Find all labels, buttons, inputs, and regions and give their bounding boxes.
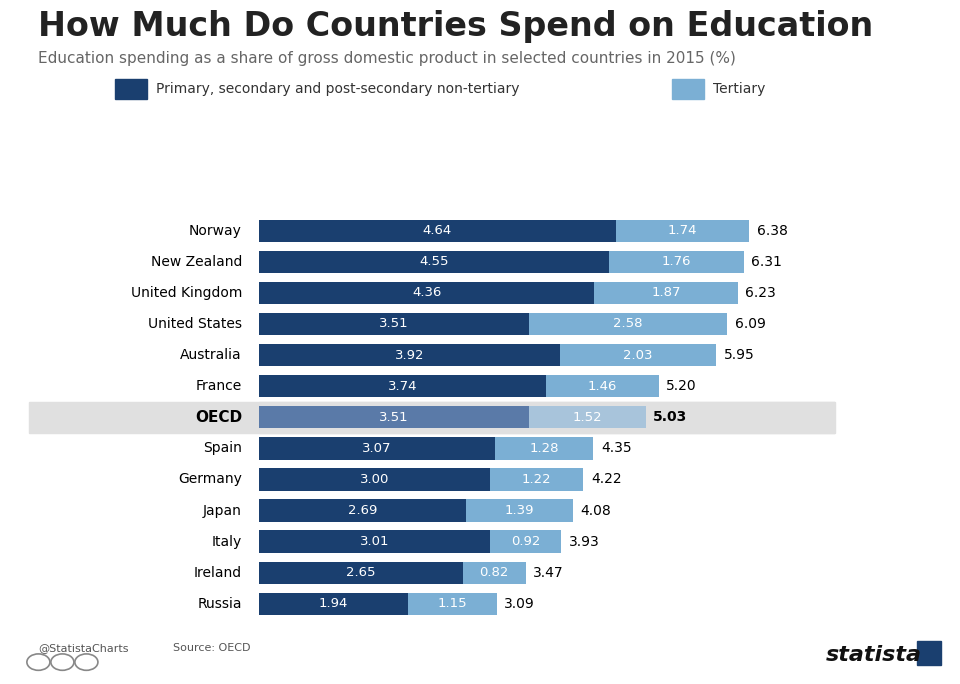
Text: 3.09: 3.09 [504,596,535,611]
Text: United Kingdom: United Kingdom [131,286,242,300]
Text: Russia: Russia [198,596,242,611]
Text: 6.38: 6.38 [756,224,788,238]
Text: How Much Do Countries Spend on Education: How Much Do Countries Spend on Education [38,10,874,43]
Text: 4.64: 4.64 [422,224,452,237]
Text: 3.51: 3.51 [379,410,409,424]
Text: 2.03: 2.03 [623,349,653,362]
Text: Source: OECD: Source: OECD [173,643,251,653]
Text: 3.93: 3.93 [568,535,599,549]
Bar [529,313,727,335]
Bar [259,220,615,242]
Bar [259,282,594,304]
Bar [463,562,526,584]
Bar [529,406,645,428]
Text: 1.52: 1.52 [572,410,602,424]
Text: 1.28: 1.28 [529,442,559,455]
Bar [259,499,466,522]
Text: 2.58: 2.58 [613,317,642,330]
Bar [408,592,496,615]
Bar [259,469,490,490]
Text: 3.01: 3.01 [360,535,390,548]
Text: Australia: Australia [180,348,242,362]
Bar [259,313,529,335]
Text: 1.15: 1.15 [438,597,468,610]
Text: 6.31: 6.31 [752,254,782,269]
Text: statista: statista [826,645,922,665]
Text: 6.09: 6.09 [734,317,765,331]
Text: 3.51: 3.51 [379,317,409,330]
Bar [490,469,584,490]
Bar [259,437,495,460]
Text: 1.74: 1.74 [667,224,697,237]
Text: 3.74: 3.74 [388,380,418,393]
Text: @StatistaCharts: @StatistaCharts [38,643,129,653]
Bar [491,530,561,553]
Text: 6.23: 6.23 [745,286,776,300]
Text: 1.87: 1.87 [651,287,681,300]
Text: 5.95: 5.95 [724,348,755,362]
Bar [466,499,572,522]
Text: Primary, secondary and post-secondary non-tertiary: Primary, secondary and post-secondary no… [156,82,520,96]
Text: Germany: Germany [178,473,242,486]
Text: 4.22: 4.22 [591,473,622,486]
Bar [259,344,561,366]
Text: Ireland: Ireland [194,566,242,580]
Text: 3.07: 3.07 [362,442,392,455]
Bar [495,437,593,460]
Bar [259,406,529,428]
Text: 1.46: 1.46 [588,380,617,393]
Text: 3.92: 3.92 [395,349,424,362]
Bar [259,530,491,553]
Text: 2.69: 2.69 [348,504,377,517]
Bar [615,220,749,242]
Bar [609,250,744,273]
Text: Italy: Italy [211,535,242,549]
Bar [259,402,835,433]
Text: 4.55: 4.55 [420,255,448,268]
Bar [259,562,463,584]
Text: New Zealand: New Zealand [151,254,242,269]
Text: 5.03: 5.03 [653,410,687,424]
Text: Japan: Japan [204,503,242,518]
Bar [259,250,609,273]
Bar [259,592,408,615]
Text: 0.82: 0.82 [480,566,509,579]
Text: Spain: Spain [204,441,242,456]
Text: 3.47: 3.47 [534,566,564,580]
Text: 2.65: 2.65 [347,566,375,579]
Text: Education spending as a share of gross domestic product in selected countries in: Education spending as a share of gross d… [38,51,736,66]
Text: France: France [196,379,242,393]
Text: Tertiary: Tertiary [713,82,766,96]
Bar [546,375,659,397]
Text: 1.76: 1.76 [661,255,691,268]
Bar [594,282,737,304]
Text: 4.08: 4.08 [580,503,611,518]
Text: 4.35: 4.35 [601,441,632,456]
Text: United States: United States [148,317,242,331]
Text: OECD: OECD [195,410,242,425]
Text: 3.00: 3.00 [360,473,389,486]
Text: 0.92: 0.92 [511,535,540,548]
Text: 1.94: 1.94 [319,597,348,610]
Text: 1.22: 1.22 [521,473,551,486]
Bar [259,375,546,397]
Bar [561,344,716,366]
Text: 1.39: 1.39 [504,504,534,517]
Text: 4.36: 4.36 [412,287,442,300]
Text: 5.20: 5.20 [666,379,697,393]
Text: Norway: Norway [189,224,242,238]
